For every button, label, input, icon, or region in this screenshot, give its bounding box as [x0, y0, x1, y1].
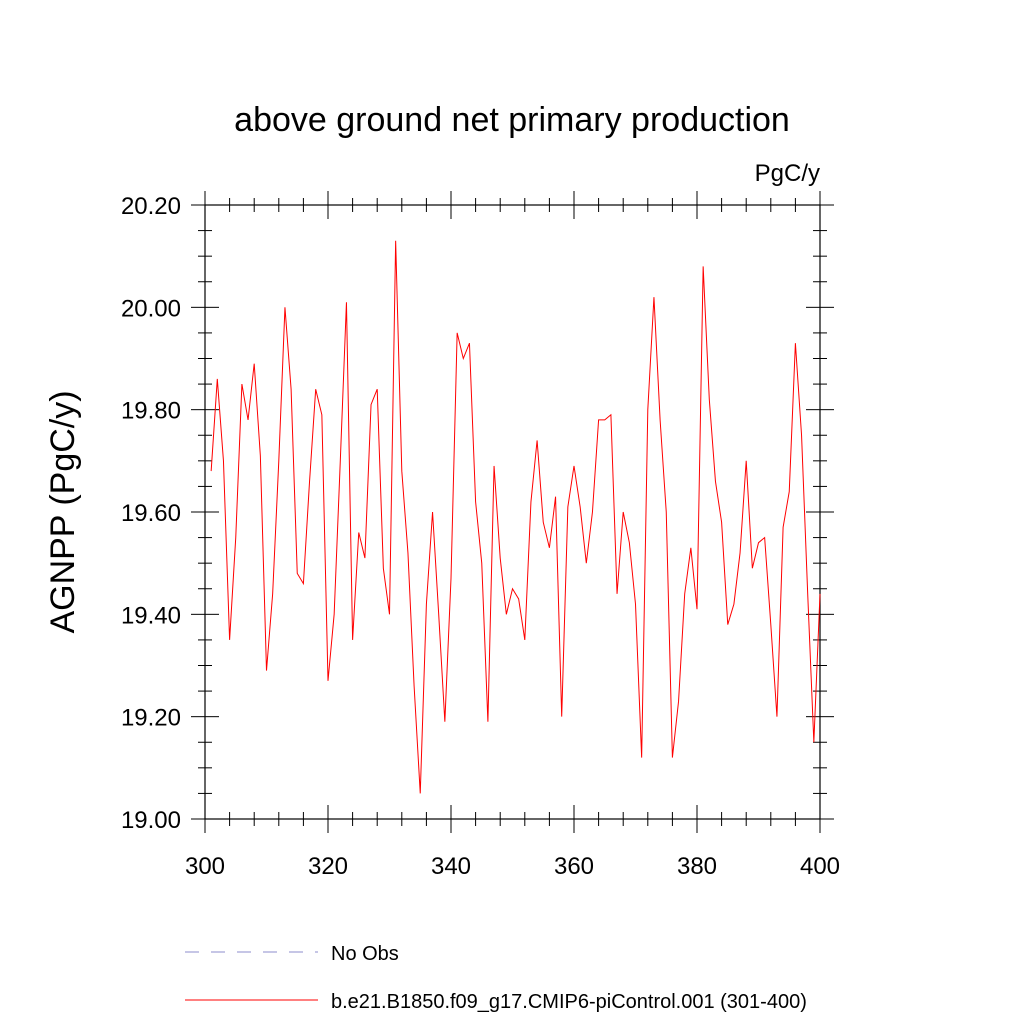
- x-tick-label: 300: [185, 853, 225, 880]
- y-tick-label: 19.20: [121, 705, 181, 732]
- legend-label-model: b.e21.B1850.f09_g17.CMIP6-piControl.001 …: [331, 991, 807, 1013]
- x-tick-label: 360: [554, 853, 594, 880]
- x-tick-label: 400: [800, 853, 840, 880]
- legend-label-no-obs: No Obs: [331, 943, 399, 965]
- axis-ticks: [191, 191, 834, 833]
- y-tick-label: 20.00: [121, 295, 181, 322]
- data-series: [210, 240, 821, 794]
- chart-title: above ground net primary production: [234, 101, 790, 139]
- series-line-model: [210, 240, 821, 794]
- x-tick-label: 320: [308, 853, 348, 880]
- units-label: PgC/y: [755, 160, 820, 187]
- y-tick-label: 19.00: [121, 807, 181, 834]
- y-axis-label: AGNPP (PgC/y): [44, 390, 82, 633]
- legend: No Obs b.e21.B1850.f09_g17.CMIP6-piContr…: [185, 943, 807, 1013]
- axis-tick-labels: 300 320 340 360 380 400 19.00 19.20 19.40 19.60 19…: [121, 193, 840, 880]
- y-tick-label: 19.80: [121, 398, 181, 425]
- plot-frame: [204, 204, 821, 820]
- x-tick-label: 380: [677, 853, 717, 880]
- y-tick-label: 20.20: [121, 193, 181, 220]
- y-tick-label: 19.40: [121, 602, 181, 629]
- x-tick-label: 340: [431, 853, 471, 880]
- y-tick-label: 19.60: [121, 500, 181, 527]
